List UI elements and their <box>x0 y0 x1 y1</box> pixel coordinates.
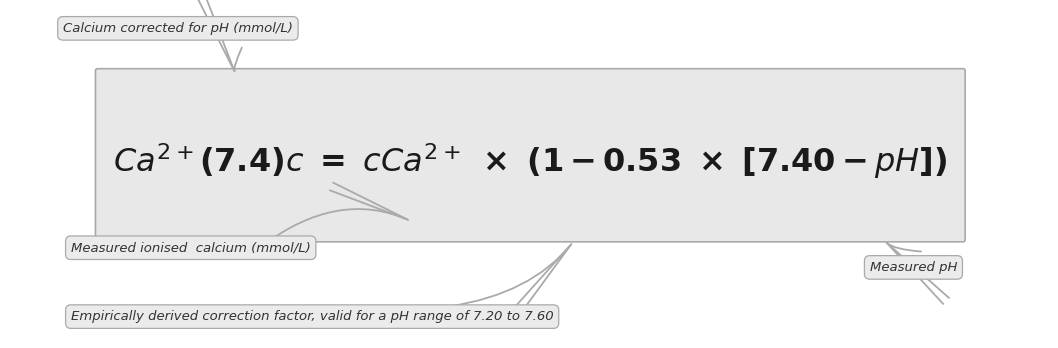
FancyBboxPatch shape <box>95 69 965 242</box>
Text: Calcium corrected for pH (mmol/L): Calcium corrected for pH (mmol/L) <box>63 22 293 35</box>
Text: Measured pH: Measured pH <box>870 261 957 274</box>
Text: Measured ionised  calcium (mmol/L): Measured ionised calcium (mmol/L) <box>71 241 311 254</box>
Text: $\boldsymbol{\mathit{Ca}^{2+}(7.4)\mathit{c}\ =\ \mathit{c}\mathit{Ca}^{2+}\ \ti: $\boldsymbol{\mathit{Ca}^{2+}(7.4)\mathi… <box>113 141 948 181</box>
Text: Empirically derived correction factor, valid for a pH range of 7.20 to 7.60: Empirically derived correction factor, v… <box>71 310 553 323</box>
